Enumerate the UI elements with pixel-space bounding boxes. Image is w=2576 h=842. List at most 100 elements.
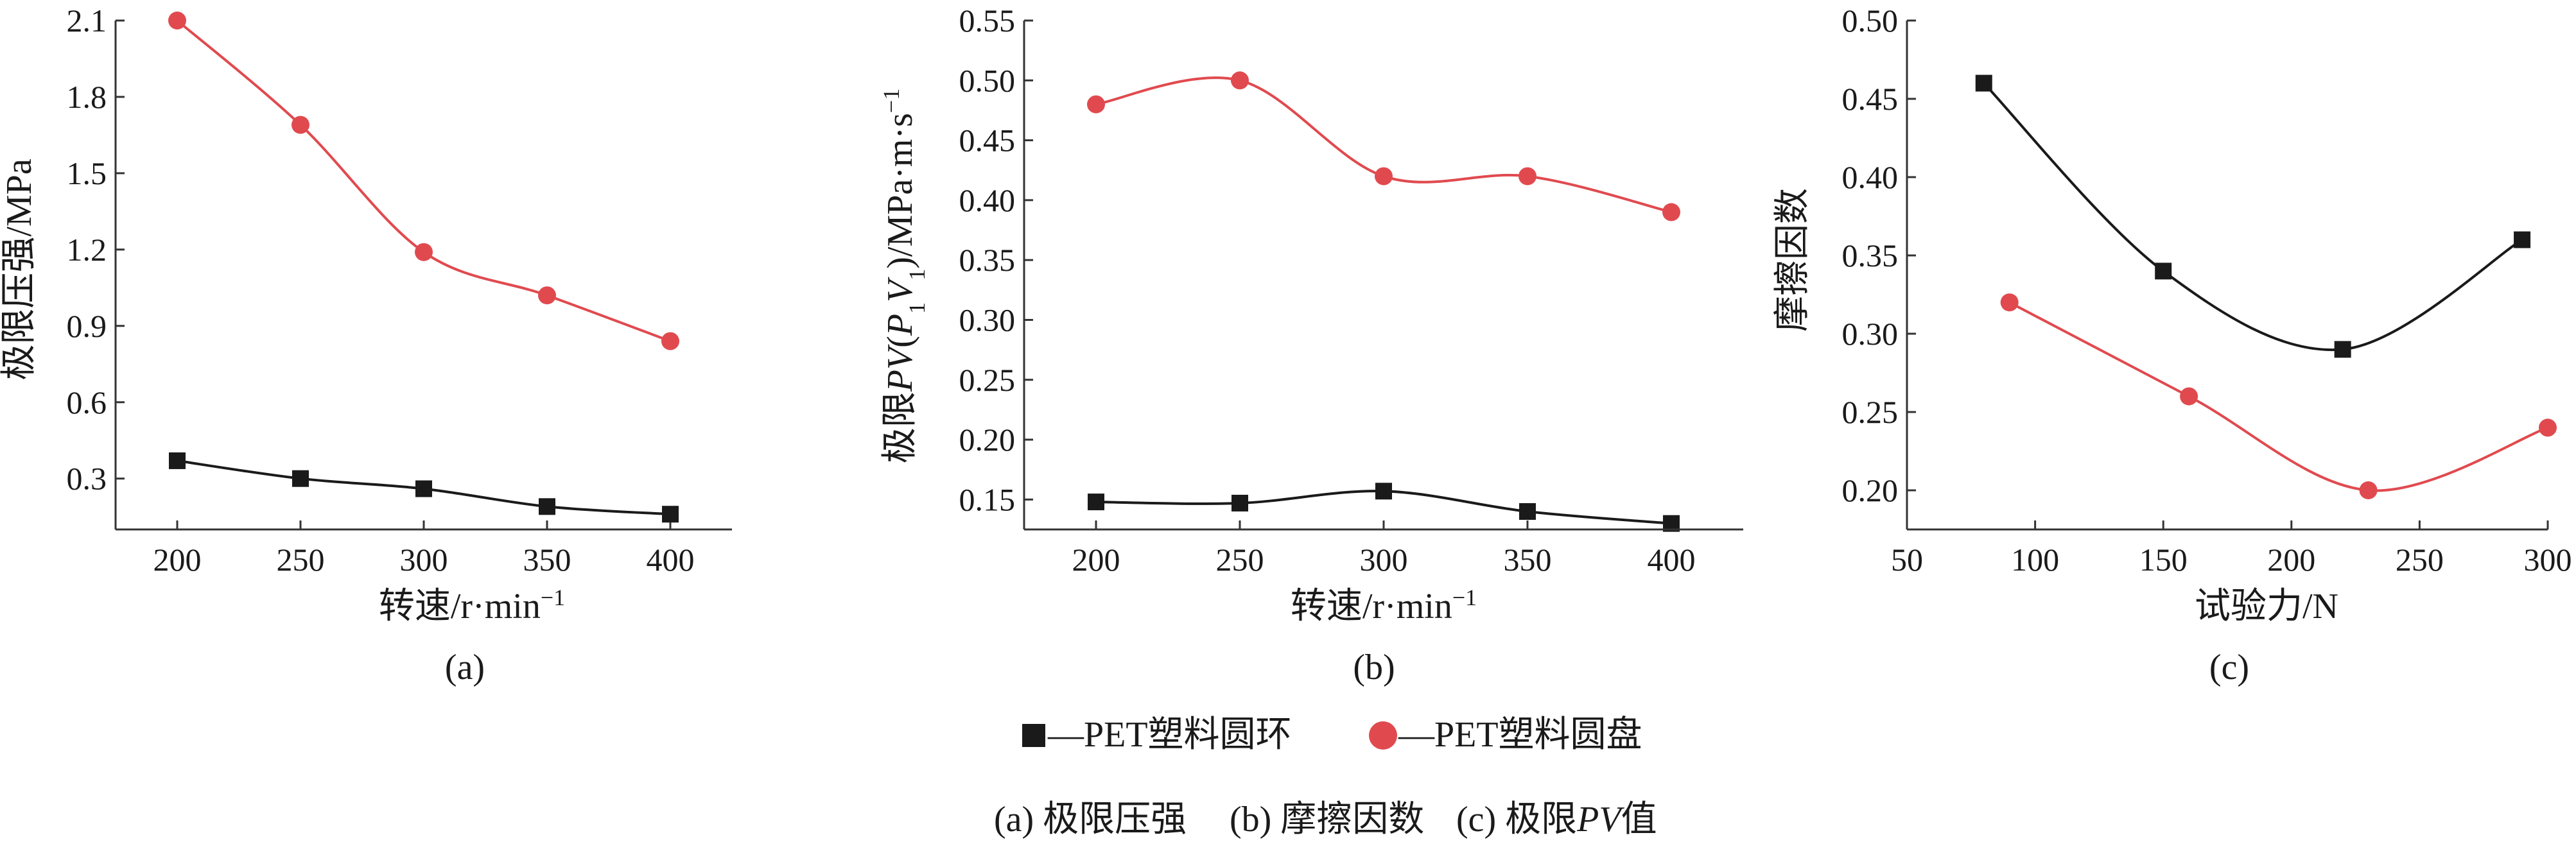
y-tick-label: 0.20 — [1842, 472, 1899, 508]
data-point-ring — [2155, 262, 2172, 280]
data-point-ring — [415, 480, 432, 497]
x-tick-label: 250 — [1216, 542, 1264, 578]
x-tick-label: 50 — [1891, 542, 1923, 578]
y-tick-label: 0.40 — [959, 182, 1016, 218]
caption-c-prefix: (c) 极限 — [1456, 800, 1577, 839]
caption-c-pv: PV — [1576, 800, 1624, 839]
x-tick-label: 250 — [2396, 542, 2444, 578]
data-point-ring — [292, 470, 309, 487]
x-tick-label: 300 — [1360, 542, 1408, 578]
data-point-ring — [1088, 494, 1104, 511]
data-point-disc — [1087, 95, 1105, 114]
y-tick-label: 0.30 — [959, 302, 1016, 338]
x-tick-label: 200 — [1072, 542, 1120, 578]
y-tick-label: 0.50 — [1842, 3, 1899, 39]
y-axis-ticks-a: 0.3 0.6 0.9 1.2 1.5 1.8 2.1 — [67, 3, 125, 497]
y-tick-label: 0.15 — [959, 481, 1016, 517]
series-line-disc — [1095, 76, 1672, 214]
series-line-ring — [1983, 82, 2523, 352]
y-axis-label-b: 极限PV(P1V1)/MPa·m·s−1 — [878, 89, 930, 463]
data-point-disc — [2359, 481, 2378, 499]
y-axis-ticks-b: 0.15 0.20 0.25 0.30 0.35 0.40 0.45 0.50 0.55 — [959, 3, 1033, 517]
x-tick-label: 150 — [2139, 542, 2188, 578]
x-tick-label: 400 — [647, 542, 695, 578]
x-tick-label: 350 — [523, 542, 571, 578]
legend: —PET塑料圆环 —PET塑料圆盘 — [1022, 715, 1642, 755]
y-tick-label: 0.35 — [1842, 237, 1899, 273]
data-point-disc — [2000, 293, 2019, 312]
y-tick-label: 0.25 — [1842, 394, 1899, 430]
panel-label-a: (a) — [445, 648, 485, 687]
data-point-disc — [661, 332, 679, 350]
x-tick-label: 350 — [1504, 542, 1552, 578]
x-tick-label: 300 — [400, 542, 448, 578]
caption-a: (a) 极限压强 — [994, 800, 1187, 839]
y-tick-label: 0.50 — [959, 62, 1016, 98]
y-tick-label: 0.35 — [959, 242, 1016, 278]
x-axis-label-b: 转速/r·min−1 — [1291, 585, 1477, 626]
x-axis-label-c: 试验力/N — [2195, 587, 2338, 626]
y-tick-label: 0.30 — [1842, 316, 1899, 352]
y-tick-label: 0.40 — [1842, 159, 1899, 195]
panel-label-b: (b) — [1353, 648, 1395, 687]
x-tick-label: 200 — [153, 542, 202, 578]
series-layer-a — [168, 12, 679, 523]
y-tick-label: 1.8 — [67, 79, 107, 115]
x-axis-ticks-b: 200 250 300 350 400 — [1072, 520, 1696, 578]
series-line-disc — [2008, 301, 2548, 492]
data-point-ring — [539, 498, 555, 515]
x-axis-ticks-a: 200 250 300 350 400 — [153, 520, 695, 578]
data-point-disc — [2180, 387, 2198, 406]
legend-marker-disc — [1369, 721, 1397, 750]
panel-label-c: (c) — [2209, 648, 2249, 687]
legend-label-disc: —PET塑料圆盘 — [1398, 715, 1642, 755]
caption-b: (b) 摩擦因数 — [1230, 800, 1424, 839]
data-point-ring — [1519, 503, 1536, 520]
data-point-ring — [169, 452, 186, 469]
legend-marker-ring — [1022, 724, 1045, 747]
data-point-ring — [1231, 494, 1248, 511]
y-tick-label: 0.45 — [1842, 81, 1899, 117]
y-tick-label: 0.55 — [959, 3, 1016, 39]
caption-c: (c) 极限PV值 — [1456, 800, 1657, 839]
y-axis-label-a: 极限压强/MPa — [0, 159, 39, 380]
series-line-disc — [176, 19, 671, 343]
x-tick-label: 200 — [2267, 542, 2315, 578]
data-point-ring — [2334, 341, 2351, 358]
chart-panel-b: 0.15 0.20 0.25 0.30 0.35 0.40 0.45 0.50 0.55 200… — [878, 3, 1743, 687]
data-point-ring — [2514, 231, 2531, 248]
y-axis-label-c: 摩擦因数 — [1773, 188, 1813, 332]
data-point-disc — [415, 243, 433, 261]
data-point-disc — [1375, 167, 1393, 185]
series-layer-c — [1975, 74, 2557, 499]
chart-panel-a: 0.3 0.6 0.9 1.2 1.5 1.8 2.1 200 250 300 350 400 转速… — [0, 3, 732, 687]
x-axis-ticks-c: 50 100 150 200 250 300 — [1891, 520, 2572, 578]
data-point-ring — [1975, 74, 1992, 92]
y-tick-label: 1.5 — [67, 155, 107, 191]
y-tick-label: 0.9 — [67, 308, 107, 344]
data-point-disc — [292, 116, 309, 134]
data-point-disc — [1519, 167, 1536, 185]
y-tick-label: 0.25 — [959, 362, 1016, 398]
data-point-disc — [1231, 71, 1249, 90]
data-point-disc — [168, 12, 186, 30]
y-tick-label: 2.1 — [67, 3, 107, 39]
series-layer-b — [1087, 71, 1680, 532]
y-tick-label: 0.45 — [959, 123, 1016, 159]
x-axis-label-a: 转速/r·min−1 — [379, 585, 565, 626]
x-tick-label: 100 — [2011, 542, 2059, 578]
x-tick-label: 400 — [1648, 542, 1696, 578]
chart-panel-c: 0.20 0.25 0.30 0.35 0.40 0.45 0.50 50 100 150 200… — [1773, 3, 2572, 687]
caption-c-suffix: 值 — [1621, 800, 1657, 839]
y-axis-ticks-c: 0.20 0.25 0.30 0.35 0.40 0.45 0.50 — [1842, 3, 1916, 508]
x-tick-label: 300 — [2524, 542, 2572, 578]
x-tick-label: 250 — [277, 542, 325, 578]
legend-label-ring: —PET塑料圆环 — [1047, 715, 1292, 755]
y-tick-label: 0.6 — [67, 384, 107, 420]
data-point-disc — [1662, 203, 1680, 221]
data-point-ring — [1375, 483, 1392, 500]
figure-caption: (a) 极限压强 (b) 摩擦因数 (c) 极限PV值 — [994, 800, 1657, 839]
y-tick-label: 1.2 — [67, 232, 107, 268]
y-tick-label: 0.20 — [959, 422, 1016, 458]
